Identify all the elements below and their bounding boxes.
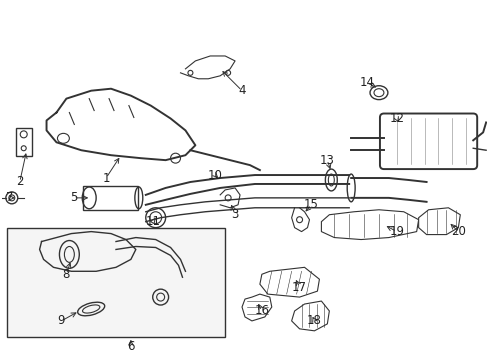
Text: 1: 1 [102,171,110,185]
Bar [16,129,32,156]
Text: 8: 8 [62,268,70,281]
Text: 18: 18 [306,314,321,327]
Bar [7,228,224,337]
Text: 9: 9 [58,314,65,327]
Polygon shape [291,301,328,331]
Polygon shape [242,294,271,321]
Polygon shape [418,208,459,235]
Text: 13: 13 [319,154,334,167]
Polygon shape [321,210,418,239]
Text: 17: 17 [291,281,306,294]
Text: 2: 2 [16,175,23,189]
Text: 12: 12 [388,112,404,125]
Polygon shape [259,267,319,297]
Text: 16: 16 [254,305,269,318]
Text: 15: 15 [304,198,318,211]
Text: 14: 14 [359,76,374,89]
Text: 10: 10 [207,168,222,181]
Bar [83,186,138,210]
Text: 7: 7 [6,192,14,204]
Text: 19: 19 [388,225,404,238]
Text: 11: 11 [145,215,160,228]
FancyBboxPatch shape [379,113,476,169]
Text: 6: 6 [127,340,134,353]
Text: 4: 4 [238,84,245,97]
Text: 20: 20 [450,225,465,238]
Text: 5: 5 [69,192,77,204]
Text: 3: 3 [231,208,238,221]
